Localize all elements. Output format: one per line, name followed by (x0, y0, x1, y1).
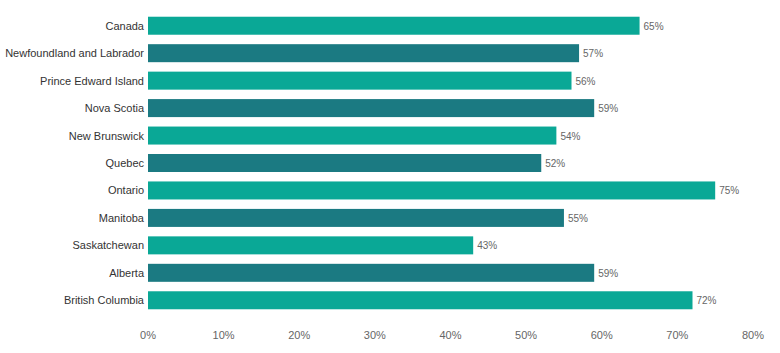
tick-label: 10% (213, 329, 235, 341)
category-label: Prince Edward Island (40, 75, 144, 87)
bar (148, 291, 693, 309)
bar (148, 72, 572, 90)
chart: 65% 57% 56% 59% 54% 52% 75% 55% 43% 59% 72% Canada N… (0, 0, 780, 353)
bar (148, 209, 564, 227)
bar (148, 127, 556, 145)
data-label: 65% (644, 21, 664, 32)
tick-label: 40% (439, 329, 461, 341)
bar (148, 236, 473, 254)
bar (148, 44, 579, 62)
data-label: 59% (598, 268, 618, 279)
category-label: Alberta (109, 267, 145, 279)
data-label: 52% (545, 158, 565, 169)
tick-label: 70% (666, 329, 688, 341)
bar (148, 264, 594, 282)
bar (148, 17, 640, 35)
category-labels: Canada Newfoundland and Labrador Prince Ed… (5, 20, 145, 307)
bar (148, 181, 715, 199)
tick-label: 80% (742, 329, 764, 341)
data-label: 75% (719, 185, 739, 196)
bar (148, 154, 541, 172)
data-label: 59% (598, 103, 618, 114)
data-label: 43% (477, 240, 497, 251)
data-label: 72% (697, 295, 717, 306)
category-label: Ontario (108, 184, 144, 196)
tick-label: 0% (140, 329, 156, 341)
category-label: Manitoba (99, 212, 145, 224)
tick-label: 20% (288, 329, 310, 341)
category-label: Quebec (105, 157, 144, 169)
tick-label: 50% (515, 329, 537, 341)
category-label: New Brunswick (69, 130, 145, 142)
data-label: 55% (568, 213, 588, 224)
tick-label: 30% (364, 329, 386, 341)
bar (148, 99, 594, 117)
data-label: 57% (583, 48, 603, 59)
category-label: British Columbia (64, 294, 145, 306)
tick-label: 60% (591, 329, 613, 341)
data-label: 56% (576, 76, 596, 87)
category-label: Saskatchewan (72, 239, 144, 251)
x-tick-labels: 0% 10% 20% 30% 40% 50% 60% 70% 80% (140, 329, 764, 341)
data-label: 54% (560, 131, 580, 142)
category-label: Canada (105, 20, 144, 32)
category-label: Newfoundland and Labrador (5, 47, 144, 59)
category-label: Nova Scotia (85, 102, 145, 114)
data-labels: 65% 57% 56% 59% 54% 52% 75% 55% 43% 59% 72% (477, 21, 739, 307)
